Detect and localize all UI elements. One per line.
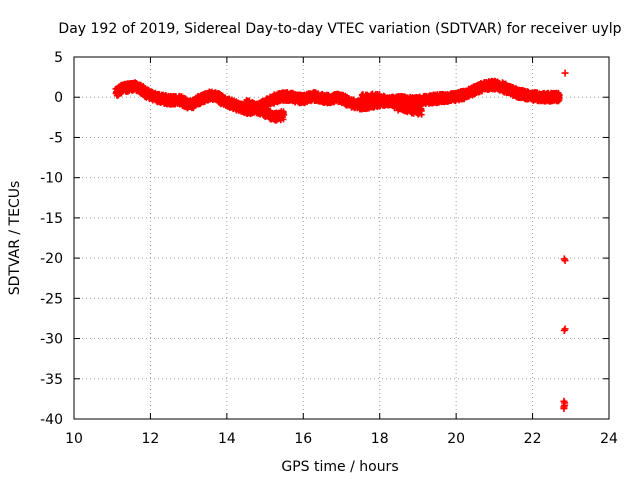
y-tick-label: -40 [40, 412, 63, 428]
y-tick-label: -5 [49, 130, 63, 146]
chart-title: Day 192 of 2019, Sidereal Day-to-day VTE… [58, 21, 621, 37]
x-tick-label: 12 [142, 431, 160, 447]
x-tick-label: 18 [371, 431, 389, 447]
plot-frame [73, 56, 610, 420]
outlier-point [560, 327, 568, 335]
y-tick-label: 5 [54, 50, 63, 66]
series-outliers [560, 69, 569, 413]
tick-labels: 10 12 14 16 18 20 22 24 5 0 -5 -10 -15 -20 -25 -30 -35 -4… [40, 50, 618, 447]
y-tick-label: -15 [40, 211, 63, 227]
series-track-a [112, 77, 563, 118]
y-tick-label: -35 [40, 372, 63, 388]
x-tick-label: 20 [447, 431, 465, 447]
x-axis-label: GPS time / hours [281, 459, 398, 475]
y-tick-label: -20 [40, 251, 63, 267]
x-tick-label: 14 [218, 431, 236, 447]
outlier-point [561, 69, 569, 77]
grid [74, 57, 609, 419]
x-tick-label: 22 [524, 431, 542, 447]
outlier-point [560, 255, 568, 263]
axis-ticks [73, 56, 610, 420]
data-points [112, 69, 569, 413]
y-axis-label: SDTVAR / TECUs [7, 181, 23, 296]
x-tick-label: 10 [65, 431, 83, 447]
x-tick-label: 24 [600, 431, 618, 447]
y-tick-label: -10 [40, 171, 63, 187]
y-tick-label: -25 [40, 291, 63, 307]
y-tick-label: 0 [54, 90, 63, 106]
x-tick-label: 16 [294, 431, 312, 447]
y-tick-label: -30 [40, 332, 63, 348]
